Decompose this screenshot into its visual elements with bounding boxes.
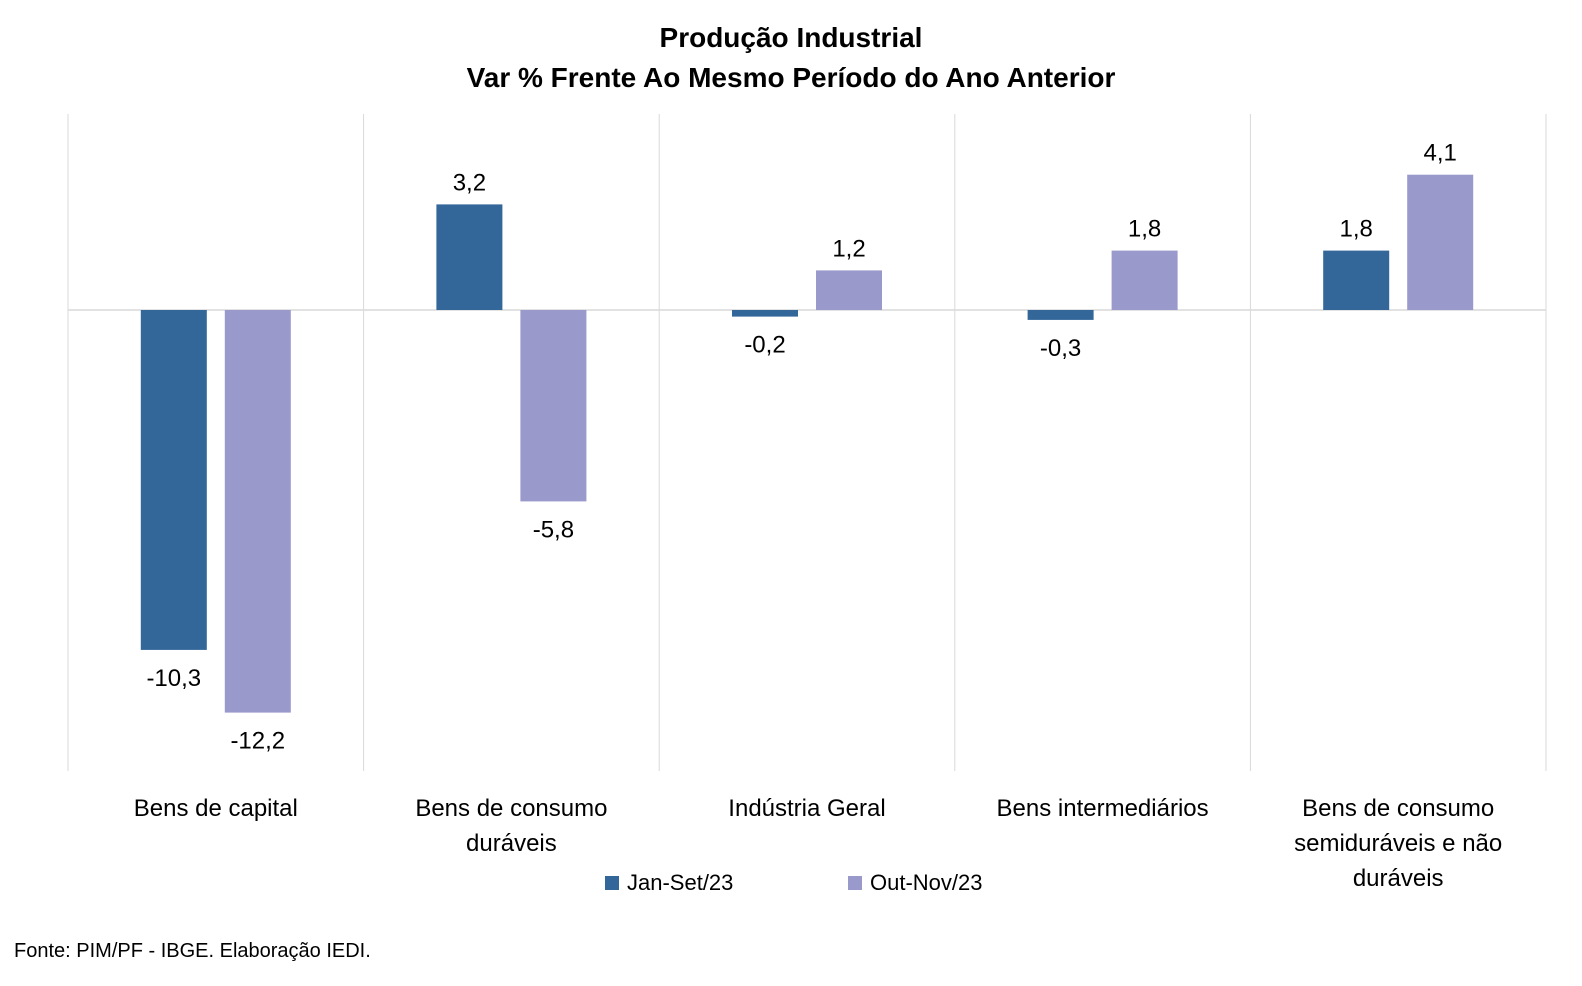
bar-series-1-cat-2: [816, 270, 882, 310]
data-label-series-1-cat-2: 1,2: [832, 235, 865, 262]
category-label-4-line-2: duráveis: [1353, 865, 1444, 892]
legend-label-series-0: Jan-Set/23: [627, 870, 734, 895]
bar-series-0-cat-1: [436, 204, 503, 310]
legend: Jan-Set/23 Out-Nov/23: [0, 870, 1582, 900]
category-label-1-line-1: duráveis: [466, 830, 557, 857]
data-label-series-1-cat-1: -5,8: [533, 516, 574, 543]
data-label-series-1-cat-0: -12,2: [230, 728, 285, 755]
category-label-1-line-0: Bens de consumo: [415, 795, 607, 822]
data-label-series-1-cat-4: 4,1: [1424, 140, 1457, 167]
legend-label-series-1: Out-Nov/23: [870, 870, 983, 895]
legend-item-series-0: Jan-Set/23: [605, 870, 733, 896]
bar-series-1-cat-1: [520, 310, 587, 502]
data-label-series-0-cat-4: 1,8: [1340, 216, 1373, 243]
data-label-series-1-cat-3: 1,8: [1128, 216, 1161, 243]
data-label-series-0-cat-1: 3,2: [453, 169, 486, 196]
bar-series-1-cat-0: [224, 310, 291, 713]
legend-item-series-1: Out-Nov/23: [848, 870, 983, 896]
bar-series-0-cat-2: [732, 310, 798, 317]
category-label-2-line-0: Indústria Geral: [728, 795, 885, 822]
bar-series-0-cat-3: [1027, 310, 1094, 320]
bar-series-1-cat-3: [1111, 250, 1178, 310]
category-label-3-line-0: Bens intermediários: [997, 795, 1209, 822]
bar-series-1-cat-4: [1407, 174, 1474, 310]
bar-series-0-cat-0: [140, 310, 207, 650]
legend-swatch-series-1: [848, 876, 862, 890]
category-label-4-line-0: Bens de consumo: [1302, 795, 1494, 822]
category-label-0-line-0: Bens de capital: [134, 795, 298, 822]
bar-series-0-cat-4: [1323, 250, 1390, 310]
data-label-series-0-cat-0: -10,3: [146, 665, 201, 692]
data-label-series-0-cat-2: -0,2: [744, 332, 785, 359]
data-label-series-0-cat-3: -0,3: [1040, 335, 1081, 362]
category-label-4-line-1: semiduráveis e não: [1294, 830, 1502, 857]
chart-subtitle: Var % Frente Ao Mesmo Período do Ano Ant…: [466, 62, 1116, 93]
legend-swatch-series-0: [605, 876, 619, 890]
chart-title-block: Produção Industrial Var % Frente Ao Mesm…: [0, 18, 1582, 98]
chart-title: Produção Industrial: [659, 22, 923, 53]
source-note: Fonte: PIM/PF - IBGE. Elaboração IEDI.: [14, 940, 371, 962]
